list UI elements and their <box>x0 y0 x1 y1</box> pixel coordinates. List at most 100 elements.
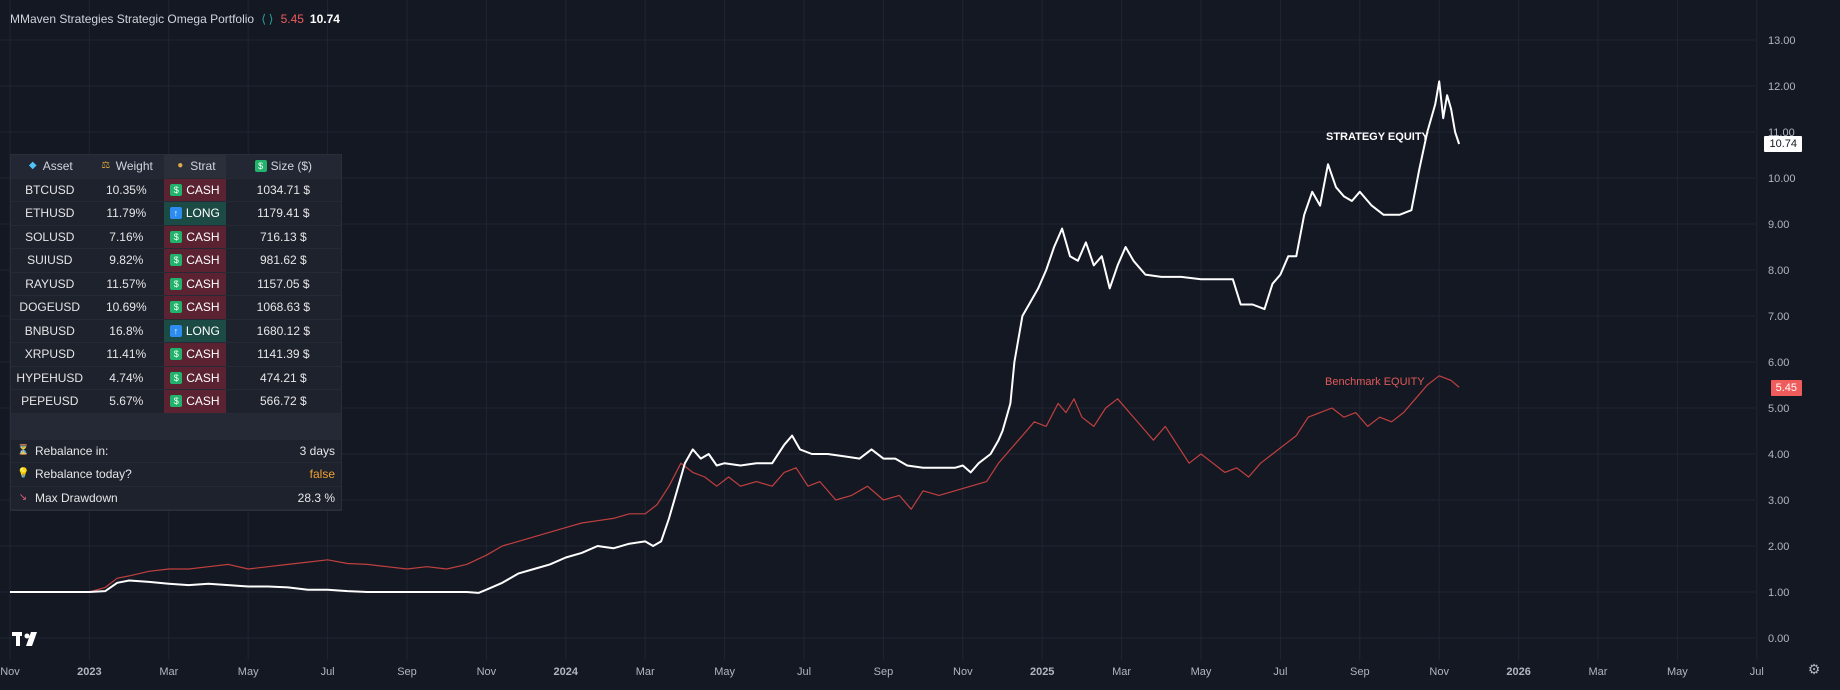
table-row: DOGEUSD 10.69% $ CASH 1068.63 $ <box>11 296 341 320</box>
gear-icon[interactable]: ⚙ <box>1807 661 1821 677</box>
y-tick-label: 0.00 <box>1768 633 1789 645</box>
x-tick-label: Mar <box>159 666 178 678</box>
strat-cell: ↑ LONG <box>164 202 226 225</box>
column-header-size: $ Size ($) <box>226 155 341 178</box>
size-cell: 1141.39 $ <box>257 347 310 362</box>
size-cell: 981.62 $ <box>259 253 307 268</box>
info-row: ⏳ Rebalance in: 3 days <box>11 440 341 463</box>
strat-cell: $ CASH <box>164 296 226 319</box>
money-icon: $ <box>170 183 183 196</box>
size-cell: 1034.71 $ <box>256 182 311 197</box>
info-label: Max Drawdown <box>35 490 118 505</box>
y-tick-label: 6.00 <box>1768 357 1789 369</box>
time-axis[interactable]: Nov 2023 Mar May Jul Sep Nov 2024 Mar May Jul Sep No… <box>0 666 1764 678</box>
size-cell: 716.13 $ <box>259 229 307 244</box>
x-tick-label: Nov <box>953 666 973 678</box>
y-tick-label: 5.00 <box>1768 403 1789 415</box>
asset-cell: PEPEUSD <box>21 394 79 409</box>
strategy-price-tag: 10.74 <box>1764 136 1802 152</box>
legend-title[interactable]: MMaven Strategies Strategic Omega Portfo… <box>10 12 255 26</box>
strat-label: LONG <box>185 206 220 221</box>
money-icon: $ <box>170 277 183 290</box>
strat-cell: ↑ LONG <box>164 319 226 342</box>
strat-cell: $ CASH <box>164 225 226 248</box>
weight-cell: 10.35% <box>105 182 147 197</box>
strat-cell: $ CASH <box>164 178 226 201</box>
portfolio-table: ◆ Asset ⚖ Weight ● Strat $ Size ($) BTCU… <box>10 154 342 511</box>
strat-label: CASH <box>186 229 220 244</box>
legend-strategy-value: 10.74 <box>309 12 340 26</box>
column-header-asset: ◆ Asset <box>11 155 89 178</box>
info-value: 3 days <box>299 443 335 458</box>
table-row: BTCUSD 10.35% $ CASH 1034.71 $ <box>11 178 341 202</box>
x-tick-label: 2024 <box>554 666 579 678</box>
weight-cell: 9.82% <box>109 253 144 268</box>
chart-legend[interactable]: MMaven Strategies Strategic Omega Portfo… <box>10 10 340 28</box>
size-cell: 1179.41 $ <box>257 206 310 221</box>
strat-label: CASH <box>186 182 220 197</box>
strat-cell: $ CASH <box>164 249 226 272</box>
strat-label: CASH <box>186 394 220 409</box>
benchmark-equity-label: Benchmark EQUITY <box>1325 376 1425 388</box>
money-icon: $ <box>254 160 267 173</box>
arrow-up-icon: ↑ <box>169 324 182 337</box>
chart-down-icon: ↘ <box>18 491 28 503</box>
weight-cell: 4.74% <box>109 370 144 385</box>
x-tick-label: Mar <box>636 666 655 678</box>
x-tick-label: May <box>238 666 259 678</box>
tradingview-logo-icon[interactable] <box>12 630 42 648</box>
weight-cell: 7.16% <box>109 229 144 244</box>
weight-cell: 11.41% <box>106 347 147 362</box>
y-tick-label: 13.00 <box>1768 35 1796 47</box>
strat-label: CASH <box>186 300 220 315</box>
size-cell: 1157.05 $ <box>257 276 310 291</box>
y-tick-label: 9.00 <box>1768 219 1789 231</box>
x-tick-label: Sep <box>397 666 417 678</box>
info-label: Rebalance today? <box>35 467 132 482</box>
code-brackets-icon[interactable]: ⟨⟩ <box>260 12 275 26</box>
strategy-equity-line <box>10 80 1461 594</box>
x-tick-label: Mar <box>1112 666 1131 678</box>
y-tick-label: 8.00 <box>1768 265 1789 277</box>
weight-cell: 16.8% <box>109 323 144 338</box>
table-row: BNBUSD 16.8% ↑ LONG 1680.12 $ <box>11 319 341 343</box>
money-icon: $ <box>170 371 183 384</box>
strat-label: LONG <box>185 323 220 338</box>
strat-label: CASH <box>186 370 220 385</box>
money-icon: $ <box>170 301 183 314</box>
asset-cell: SUIUSD <box>27 253 73 268</box>
weight-cell: 11.57% <box>106 276 147 291</box>
size-cell: 474.21 $ <box>259 370 307 385</box>
weight-cell: 11.79% <box>106 206 147 221</box>
hourglass-icon: ⏳ <box>17 444 30 456</box>
table-row: HYPEHUSD 4.74% $ CASH 474.21 $ <box>11 366 341 390</box>
arrow-up-icon: ↑ <box>169 207 182 220</box>
strat-label: CASH <box>186 276 220 291</box>
lightbulb-icon: 💡 <box>17 468 30 480</box>
x-tick-label: Jul <box>1750 666 1764 678</box>
money-icon: $ <box>170 254 183 267</box>
x-tick-label: Jul <box>1273 666 1287 678</box>
table-row: ETHUSD 11.79% ↑ LONG 1179.41 $ <box>11 202 341 226</box>
price-axis[interactable]: 0.00 1.00 2.00 3.00 4.00 5.00 6.00 7.00 8.00 9.00… <box>1768 35 1796 645</box>
x-tick-label: Jul <box>797 666 811 678</box>
x-tick-label: Sep <box>874 666 894 678</box>
info-row: ↘ Max Drawdown 28.3 % <box>11 487 341 510</box>
y-tick-label: 7.00 <box>1768 311 1789 323</box>
x-tick-label: May <box>1191 666 1212 678</box>
x-tick-label: 2023 <box>77 666 101 678</box>
strat-cell: $ CASH <box>164 390 226 413</box>
asset-cell: DOGEUSD <box>19 300 81 315</box>
asset-cell: RAYUSD <box>25 276 75 291</box>
strat-cell: $ CASH <box>164 272 226 295</box>
benchmark-equity-line <box>10 375 1460 593</box>
column-header-weight: ⚖ Weight <box>101 159 153 174</box>
size-cell: 566.72 $ <box>259 394 307 409</box>
x-tick-label: Nov <box>1429 666 1449 678</box>
asset-cell: HYPEHUSD <box>16 370 84 385</box>
info-value: 28.3 % <box>297 490 335 505</box>
strat-label: CASH <box>186 253 220 268</box>
info-label: Rebalance in: <box>35 443 109 458</box>
table-row: PEPEUSD 5.67% $ CASH 566.72 $ <box>11 390 341 414</box>
